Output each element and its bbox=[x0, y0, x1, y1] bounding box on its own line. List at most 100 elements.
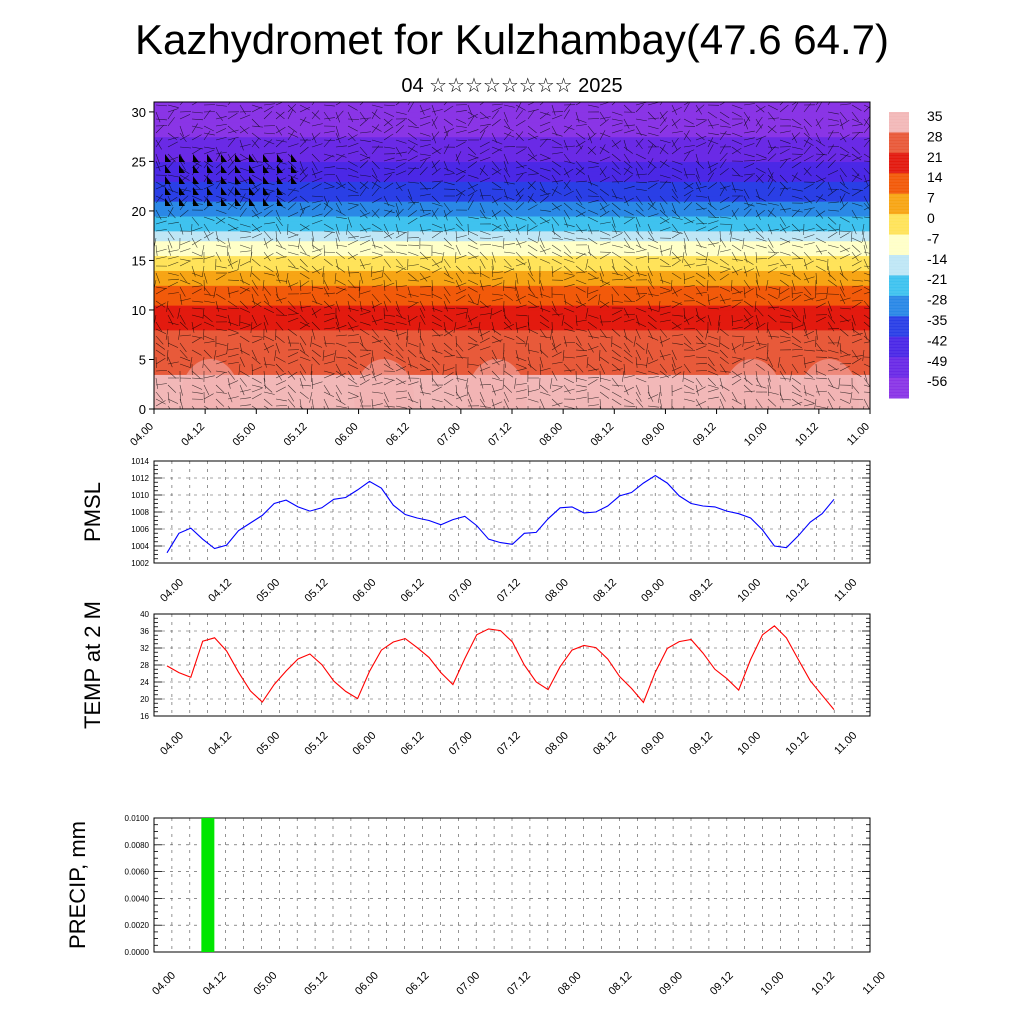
wind-barb bbox=[479, 130, 486, 141]
wind-barb bbox=[611, 223, 618, 235]
wind-barb bbox=[683, 244, 687, 256]
wind-barb bbox=[287, 223, 289, 235]
wind-barb bbox=[335, 202, 342, 213]
wind-barb bbox=[347, 230, 356, 240]
wind-barb bbox=[443, 355, 455, 358]
wind-pennant bbox=[263, 154, 269, 162]
wind-barb bbox=[827, 349, 839, 354]
wind-barb bbox=[527, 398, 539, 403]
wind-barb bbox=[323, 138, 332, 148]
wind-barb bbox=[335, 372, 346, 379]
wind-barb bbox=[719, 258, 730, 266]
wind-barb bbox=[191, 216, 200, 226]
wind-barb bbox=[167, 108, 179, 113]
wind-barb bbox=[599, 405, 601, 409]
wind-barb bbox=[659, 405, 662, 409]
wind-barb bbox=[323, 292, 335, 295]
wind-barb bbox=[803, 391, 815, 397]
wind-barb bbox=[287, 307, 298, 314]
wind-barb bbox=[431, 223, 443, 229]
wind-barb bbox=[371, 174, 381, 183]
wind-barb bbox=[263, 237, 268, 249]
wind-barb bbox=[251, 293, 255, 305]
wind-barb bbox=[311, 279, 313, 292]
wind-barb bbox=[731, 244, 742, 252]
wind-pennant bbox=[235, 154, 241, 162]
wind-barb bbox=[599, 202, 607, 213]
wind-barb bbox=[407, 210, 417, 218]
wind-barb bbox=[371, 181, 382, 189]
wind-barb bbox=[491, 119, 501, 127]
wind-pennant bbox=[249, 165, 255, 173]
wind-barb bbox=[563, 109, 570, 120]
wind-barb bbox=[791, 342, 803, 349]
wind-barb bbox=[227, 181, 239, 186]
wind-barb bbox=[455, 295, 466, 302]
wind-pennant bbox=[263, 187, 269, 195]
wind-barb bbox=[299, 398, 302, 409]
wind-barb bbox=[491, 167, 502, 175]
wind-barb bbox=[323, 353, 335, 358]
wind-barb bbox=[647, 257, 659, 260]
wind-barb bbox=[479, 102, 485, 106]
heatmap-band bbox=[154, 146, 870, 153]
wind-barb bbox=[467, 255, 479, 260]
wind-barb bbox=[323, 117, 335, 120]
wind-barb bbox=[335, 265, 346, 273]
heatmap-band bbox=[154, 305, 870, 311]
wind-barb bbox=[659, 384, 662, 396]
wind-barb bbox=[647, 223, 653, 235]
wind-barb bbox=[815, 118, 822, 129]
wind-barb bbox=[251, 258, 261, 267]
wind-barb bbox=[347, 253, 358, 260]
wind-barb bbox=[491, 210, 502, 218]
wind-barb bbox=[815, 377, 827, 380]
heatmap-band bbox=[154, 265, 870, 271]
wind-barb bbox=[671, 255, 683, 260]
wind-pennant bbox=[291, 165, 297, 173]
wind-barb bbox=[251, 314, 258, 326]
wind-barb bbox=[707, 258, 718, 265]
wind-barb bbox=[623, 209, 634, 216]
wind-barb bbox=[611, 398, 622, 406]
wind-barb bbox=[431, 148, 442, 155]
wind-barb bbox=[659, 398, 663, 409]
wind-barb bbox=[407, 188, 413, 200]
wind-barb bbox=[563, 251, 573, 259]
wind-barb bbox=[215, 328, 227, 332]
wind-barb bbox=[491, 349, 498, 360]
wind-barb bbox=[767, 252, 778, 260]
wind-barb bbox=[575, 223, 583, 233]
x-tick-label: 10.12 bbox=[793, 421, 821, 449]
wind-barb bbox=[491, 293, 503, 296]
wind-barb bbox=[803, 398, 815, 404]
wind-barb bbox=[335, 145, 347, 148]
wind-pennant bbox=[165, 176, 171, 184]
wind-barb bbox=[635, 370, 647, 375]
wind-barb bbox=[263, 230, 272, 240]
wind-barb bbox=[299, 321, 311, 327]
wind-barb bbox=[359, 321, 371, 326]
wind-barb bbox=[647, 158, 654, 169]
wind-barb bbox=[407, 132, 418, 140]
wind-barb bbox=[275, 321, 284, 331]
heatmap-band bbox=[154, 290, 870, 296]
wind-barb bbox=[215, 151, 227, 155]
wind-barb bbox=[263, 253, 274, 260]
wind-barb bbox=[705, 251, 709, 263]
wind-barb bbox=[323, 384, 331, 395]
wind-barb bbox=[167, 249, 179, 253]
wind-pennant bbox=[207, 176, 213, 184]
y-tick-label: 20 bbox=[132, 204, 146, 219]
wind-barb bbox=[491, 282, 503, 288]
wind-barb bbox=[383, 282, 395, 288]
wind-barb bbox=[287, 187, 296, 197]
wind-barb bbox=[791, 244, 803, 248]
wind-barb bbox=[695, 279, 705, 288]
wind-barb bbox=[203, 272, 208, 284]
wind-barb bbox=[515, 223, 520, 235]
wind-barb bbox=[623, 272, 632, 282]
wind-barb bbox=[599, 116, 611, 120]
wind-barb bbox=[563, 209, 571, 220]
wind-barb bbox=[383, 321, 395, 325]
